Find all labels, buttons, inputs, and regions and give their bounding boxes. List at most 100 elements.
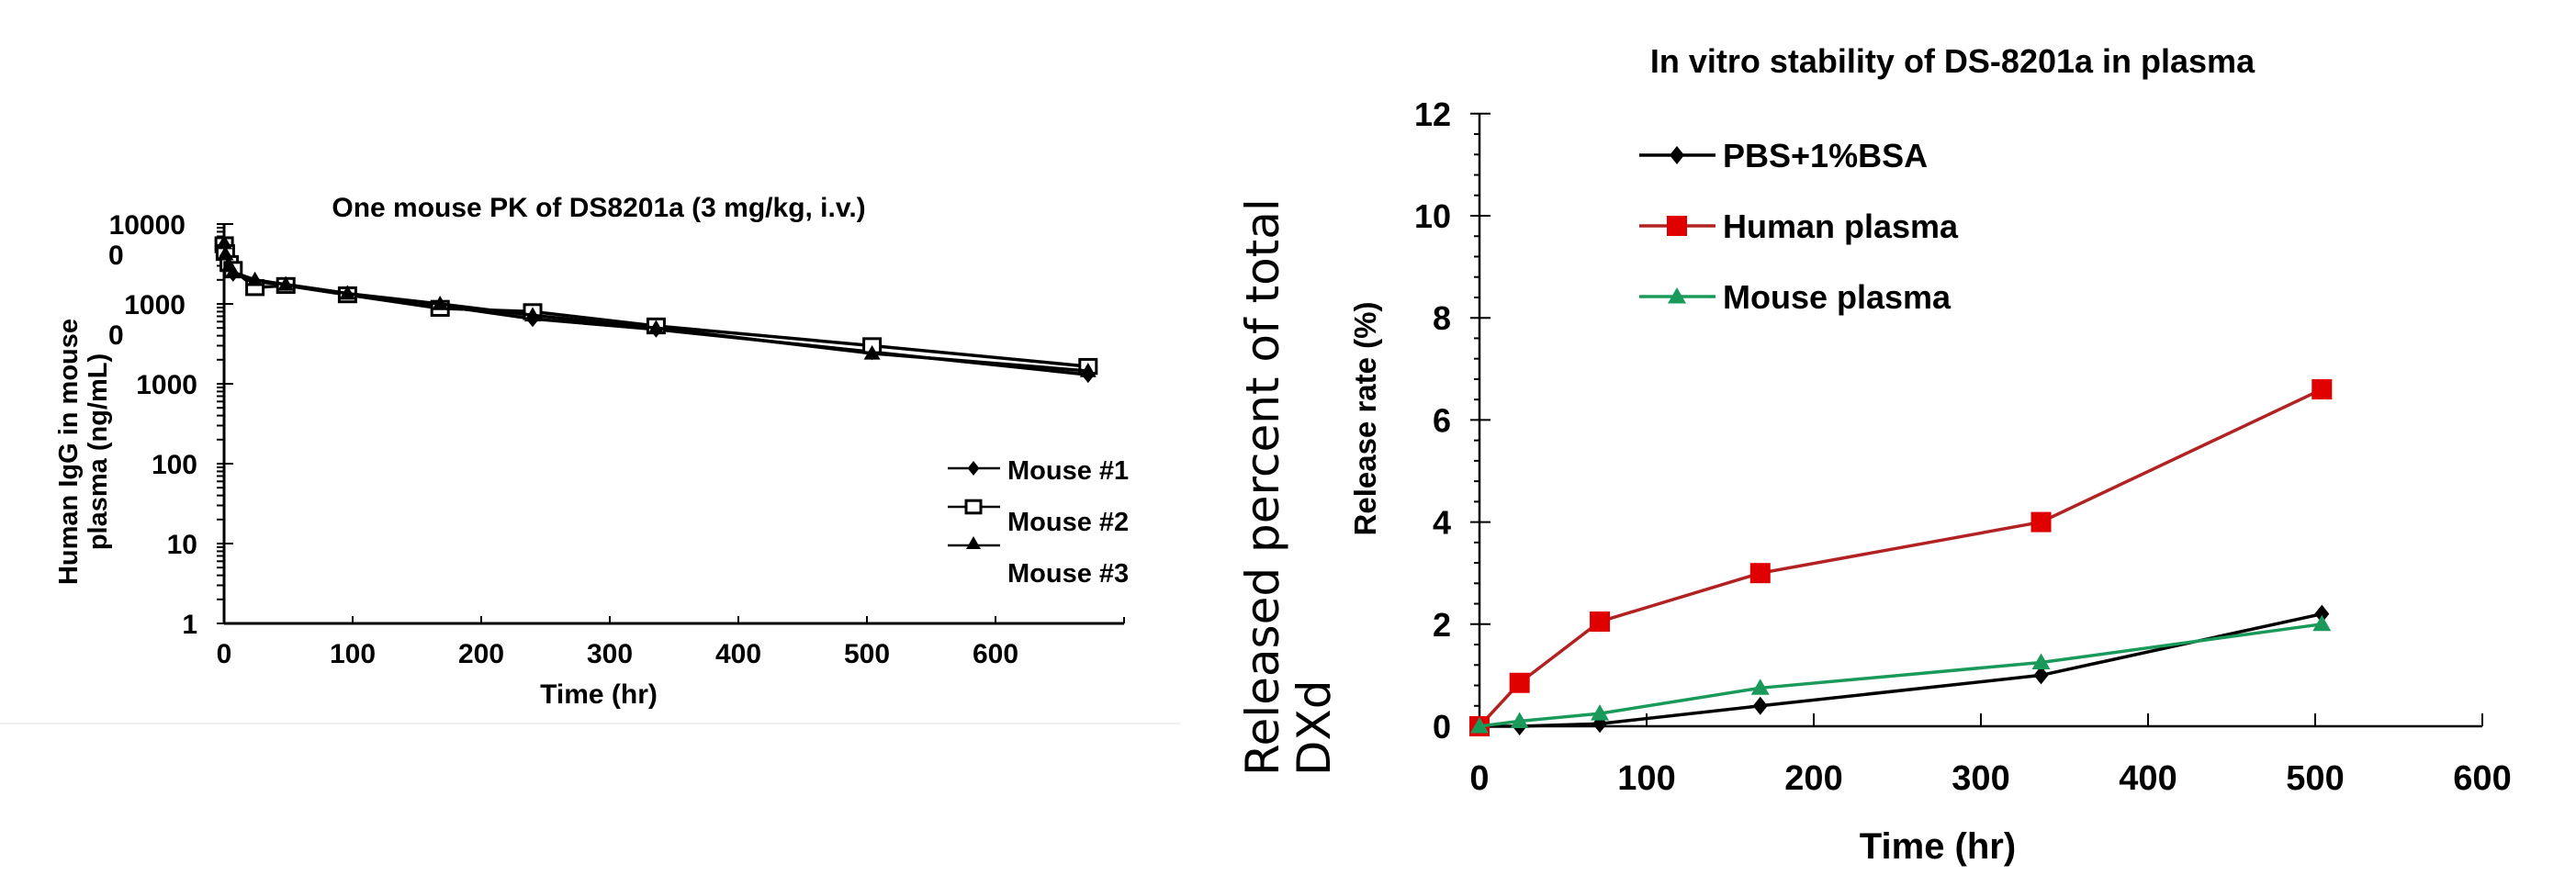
stability-data-point (1591, 704, 1610, 721)
pk-series-line (222, 244, 1088, 368)
stability-y-axis-label: Release rate (%) (1348, 302, 1382, 536)
stability-y-tick-label: 6 (1433, 401, 1451, 439)
pk-y-label-line2: plasma (ng/mL) (84, 353, 113, 550)
pk-y-tick-label: 1 (182, 610, 197, 640)
stability-data-point (2312, 614, 2332, 632)
pk-series (214, 234, 1098, 384)
pk-data-point (339, 285, 356, 300)
stability-data-point (1749, 563, 1771, 584)
pk-legend-item: Mouse #2 (948, 499, 1129, 537)
pk-legend: Mouse #1 Mouse #2 Mouse #3 (948, 456, 1129, 589)
pk-y-tick-label: 10 (167, 530, 197, 560)
pk-legend-marker (966, 536, 981, 549)
pk-y-label-line1: Human IgG in mouse (54, 319, 84, 585)
pk-x-tick-label: 600 (973, 639, 1018, 669)
pk-legend-marker (964, 499, 983, 515)
stability-legend-item: Human plasma (1639, 208, 1959, 245)
stability-x-tick-label: 400 (2119, 759, 2177, 798)
pk-x-tick-label: 400 (715, 639, 761, 669)
pk-x-tick-label: 500 (844, 639, 890, 669)
stability-x-tick-labels: 0 100 200 300 400 500 600 (1469, 759, 2511, 798)
stability-y-tick-label: 8 (1433, 299, 1451, 337)
pk-y-axis-label: Human IgG in mouse plasma (ng/mL) (54, 319, 113, 585)
pk-axes (217, 223, 1125, 625)
pk-y-tick-label: 1000 (136, 370, 197, 400)
pk-x-tick-label: 300 (587, 639, 633, 669)
stability-data-point (1510, 712, 1529, 728)
stability-x-tick-label: 0 (1469, 759, 1489, 798)
stability-data-point (1750, 679, 1770, 695)
pk-x-axis-label: Time (hr) (540, 679, 658, 710)
pk-data-point (647, 320, 665, 334)
stability-legend-label: PBS+1%BSA (1723, 137, 1928, 174)
stability-data-point (2031, 653, 2051, 669)
stability-series (1469, 379, 2333, 736)
stability-y-tick-label: 4 (1433, 504, 1451, 542)
stability-y-tick-label: 0 (1433, 708, 1451, 746)
stability-data-point (1752, 696, 1768, 715)
pk-x-tick-labels: 0 100 200 300 400 500 600 (217, 639, 1018, 669)
pk-y-tick-label-wrap: 0 (108, 320, 124, 351)
stability-legend-label: Human plasma (1723, 208, 1959, 245)
stability-legend-item: PBS+1%BSA (1639, 137, 1928, 174)
pk-data-point (432, 296, 449, 310)
pk-y-tick-label-wrap: 0 (108, 241, 124, 271)
stability-series-3 (1470, 614, 2332, 734)
pk-data-point (277, 275, 295, 291)
stability-y-tick-label: 2 (1433, 606, 1451, 644)
stability-legend-marker (1667, 216, 1687, 236)
pk-legend-item: Mouse #1 (948, 456, 1129, 486)
pk-data-point (224, 264, 242, 279)
pk-x-tick-label: 100 (330, 639, 376, 669)
stability-legend: PBS+1%BSA Human plasma Mouse plasma (1639, 137, 1959, 316)
stability-data-point (2033, 666, 2049, 685)
pk-series-3 (216, 234, 1097, 377)
stability-axes (1470, 112, 2483, 728)
side-label-line1: Released percent of total (1236, 198, 1289, 776)
stability-data-point (2030, 511, 2052, 533)
stability-legend-marker (1670, 146, 1684, 164)
pk-legend-label: Mouse #1 (1007, 456, 1129, 486)
stability-x-tick-label: 600 (2453, 759, 2511, 798)
stability-legend-label: Mouse plasma (1723, 278, 1952, 316)
stability-series-line (1479, 623, 2323, 728)
pk-data-point (1079, 362, 1097, 377)
released-percent-label: Released percent of total DXd (1236, 198, 1341, 776)
stability-x-axis-label: Time (hr) (1860, 826, 2016, 867)
pk-chart: One mouse PK of DS8201a (3 mg/kg, i.v.) … (54, 193, 1129, 710)
stability-x-tick-label: 300 (1952, 759, 2009, 798)
pk-data-point (217, 245, 234, 261)
pk-chart-title: One mouse PK of DS8201a (3 mg/kg, i.v.) (332, 193, 865, 223)
pk-series-2 (214, 236, 1098, 376)
stability-data-point (2314, 604, 2330, 623)
stability-data-point (1590, 611, 1611, 633)
stability-data-point (1509, 672, 1530, 693)
pk-y-tick-label: 1000 (124, 290, 186, 320)
pk-series-line (222, 249, 1088, 376)
stability-data-point (1470, 717, 1489, 734)
pk-legend-label: Mouse #2 (1007, 508, 1129, 537)
pk-data-point (246, 271, 264, 286)
pk-y-tick-label: 10000 (109, 210, 186, 241)
pk-x-tick-label: 0 (217, 639, 232, 669)
pk-series-line (222, 242, 1088, 373)
stability-y-tick-labels: 0 2 4 6 8 10 12 (1414, 95, 1451, 746)
stability-chart-title: In vitro stability of DS-8201a in plasma (1650, 42, 2255, 80)
pk-data-point (863, 344, 881, 360)
stability-y-tick-label: 12 (1414, 95, 1451, 133)
stability-y-tick-label: 10 (1414, 197, 1451, 235)
stability-series-2 (1469, 379, 2333, 736)
pk-legend-marker (967, 461, 980, 476)
pk-legend-label: Mouse #3 (1007, 559, 1129, 589)
stability-legend-marker (1668, 287, 1686, 304)
stability-x-tick-label: 200 (1784, 759, 1842, 798)
stability-x-tick-label: 100 (1617, 759, 1675, 798)
stability-chart: In vitro stability of DS-8201a in plasma… (1348, 42, 2512, 867)
pk-legend-item: Mouse #3 (948, 536, 1129, 589)
side-label-line2: DXd (1288, 680, 1341, 777)
stability-data-point (2312, 379, 2333, 400)
pk-y-tick-label: 100 (152, 450, 197, 480)
stability-x-tick-label: 500 (2286, 759, 2344, 798)
